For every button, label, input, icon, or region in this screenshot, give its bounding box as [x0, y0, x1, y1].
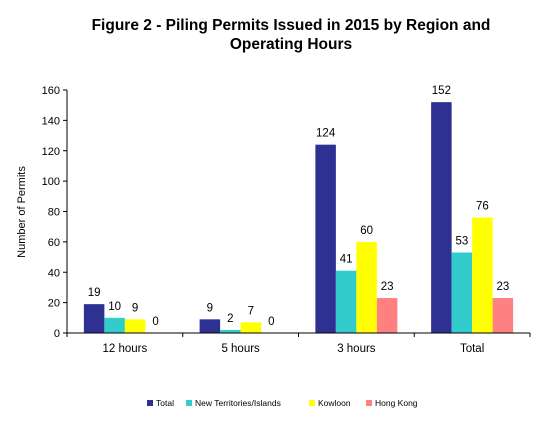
- data-label: 124: [316, 128, 336, 140]
- data-label: 76: [476, 201, 489, 213]
- y-tick-label: 40: [48, 267, 60, 279]
- data-label: 9: [132, 302, 138, 314]
- bar: [240, 322, 262, 333]
- data-label: 10: [108, 301, 121, 313]
- y-axis: 0 20 40 60 80 100 120 140 160: [42, 85, 68, 340]
- x-tick-label: 3 hours: [337, 343, 376, 355]
- y-tick-label: 60: [48, 237, 60, 249]
- bar: [472, 217, 493, 333]
- x-tick-label: 12 hours: [102, 343, 147, 355]
- data-label: 0: [152, 316, 158, 328]
- y-axis-label: Number of Permits: [16, 166, 28, 258]
- bar: [335, 270, 357, 333]
- bar: [220, 329, 241, 333]
- data-label: 53: [455, 236, 468, 248]
- x-tick-label: 5 hours: [221, 343, 260, 355]
- legend: Total New Territories/Islands Kowloon Hong …: [147, 398, 418, 408]
- legend-label: New Territories/Islands: [195, 398, 281, 408]
- y-tick-label: 160: [42, 85, 60, 97]
- data-label: 60: [360, 225, 373, 237]
- y-tick-label: 80: [48, 207, 60, 219]
- y-tick-label: 100: [42, 176, 60, 188]
- legend-label: Kowloon: [318, 398, 351, 408]
- data-label: 23: [496, 281, 509, 293]
- bar: [83, 304, 105, 333]
- chart-title-line-2: Operating Hours: [230, 36, 352, 53]
- data-label: 7: [248, 305, 254, 317]
- legend-swatch: [186, 400, 192, 406]
- data-label: 23: [381, 281, 394, 293]
- bar: [451, 252, 473, 333]
- legend-swatch: [147, 400, 153, 406]
- data-label: 0: [268, 316, 274, 328]
- data-label: 2: [227, 313, 233, 325]
- y-tick-label: 0: [54, 328, 60, 340]
- bars: [83, 102, 514, 334]
- bar: [199, 319, 221, 333]
- data-label: 41: [340, 254, 353, 266]
- bar: [431, 102, 452, 334]
- y-tick-label: 140: [42, 115, 60, 127]
- bar: [104, 317, 125, 333]
- y-tick-label: 20: [48, 298, 60, 310]
- bar: [315, 144, 336, 333]
- bar: [356, 241, 377, 333]
- chart-title: Figure 2 - Piling Permits Issued in 2015…: [92, 17, 491, 53]
- x-axis: 12 hours 5 hours 3 hours Total: [66, 332, 531, 355]
- bar: [124, 319, 146, 333]
- data-label: 9: [207, 302, 213, 314]
- legend-swatch: [366, 400, 372, 406]
- bar: [376, 298, 398, 333]
- data-label: 19: [88, 287, 101, 299]
- data-label: 152: [432, 85, 451, 97]
- legend-label: Total: [156, 398, 174, 408]
- x-tick-label: Total: [460, 343, 484, 355]
- bar: [492, 298, 514, 333]
- chart-title-line-1: Figure 2 - Piling Permits Issued in 2015…: [92, 17, 491, 34]
- legend-label: Hong Kong: [375, 398, 418, 408]
- y-tick-label: 120: [42, 146, 60, 158]
- legend-swatch: [309, 400, 315, 406]
